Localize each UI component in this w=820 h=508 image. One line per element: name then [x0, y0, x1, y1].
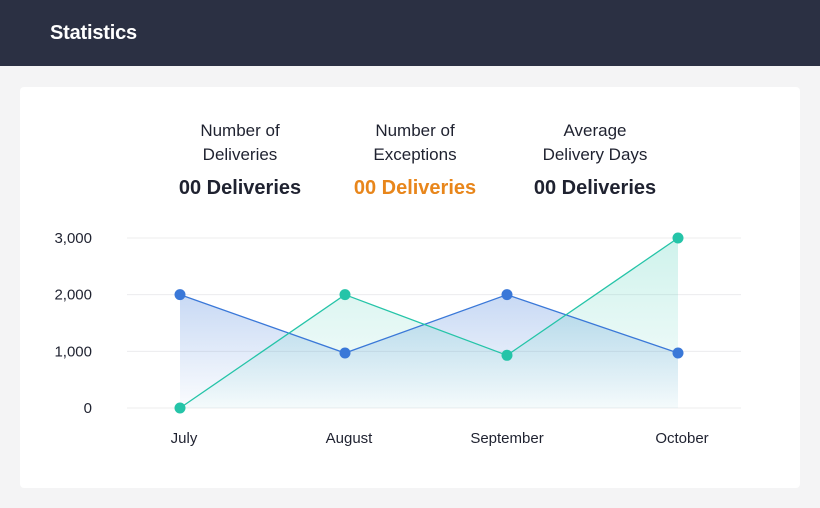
y-tick-label: 3,000 — [54, 230, 92, 247]
header-bar: Statistics — [0, 0, 820, 66]
stat-value: 00 Deliveries — [533, 177, 657, 199]
y-tick-label: 2,000 — [54, 287, 92, 304]
data-point — [174, 402, 186, 414]
x-tick-label: October — [655, 430, 708, 447]
x-tick-label: September — [470, 430, 543, 447]
series-line — [179, 293, 679, 354]
data-point — [501, 349, 513, 361]
stat-label: Number of Deliveries — [200, 121, 280, 164]
stat-average-days: Average Delivery Days 00 Deliveries — [510, 119, 680, 200]
stat-label: Number of Exceptions — [373, 121, 457, 164]
data-point — [339, 289, 351, 301]
y-tick-label: 1,000 — [54, 343, 92, 360]
line-area-chart: 0 1,000 2,000 3,000 July August September Octob… — [54, 230, 741, 447]
series-area — [180, 238, 678, 408]
y-tick-label: 0 — [84, 400, 92, 417]
data-point — [174, 289, 186, 301]
statistics-card: Number of Deliveries 00 Deliveries Numbe… — [20, 87, 800, 488]
data-point — [672, 232, 684, 244]
page-title: Statistics — [50, 21, 137, 44]
stat-label: Average Delivery Days — [542, 121, 648, 164]
stat-exceptions: Number of Exceptions 00 Deliveries — [330, 119, 500, 200]
stat-value: 00 Deliveries — [178, 177, 302, 199]
stat-value: 00 Deliveries — [353, 177, 477, 199]
data-point — [672, 347, 684, 359]
x-tick-label: July — [171, 430, 198, 447]
x-tick-label: August — [326, 430, 374, 447]
data-point — [501, 289, 513, 301]
series-line — [179, 237, 679, 409]
data-point — [339, 347, 351, 359]
stat-deliveries: Number of Deliveries 00 Deliveries — [155, 119, 325, 200]
